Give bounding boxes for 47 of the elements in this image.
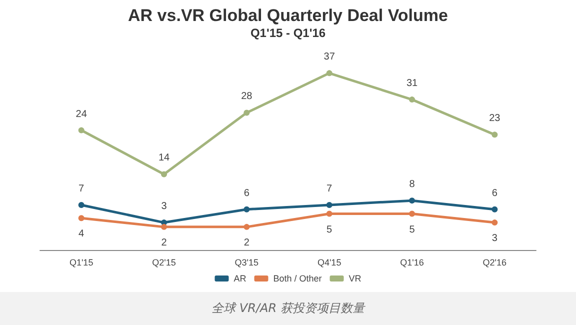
point [326,70,332,76]
data-label: 4 [78,228,85,240]
point [492,206,498,212]
x-tick-label: Q3'15 [234,258,259,268]
legend-label: AR [234,274,247,284]
data-label: 31 [406,78,418,90]
point [244,110,250,116]
data-label: 7 [326,183,333,194]
data-label: 6 [492,188,498,199]
point [78,215,84,222]
data-label: 2 [244,237,250,248]
text: 全球 VR/AR 获投资项目数量 [0,292,576,325]
point [161,171,167,178]
point [326,202,332,208]
point [409,210,415,217]
point [326,210,332,217]
data-label: 24 [76,108,88,120]
point [161,224,167,230]
data-label: 23 [489,113,501,124]
chart-title: AR vs.VR Global Quarterly Deal Volume [128,6,448,25]
legend-label: VR [348,274,362,284]
x-tick-label: Q4'15 [317,258,342,268]
data-label: 3 [161,201,168,212]
legend-label: Both / Other [273,274,322,284]
x-tick-label: Q2'16 [482,258,507,268]
x-tick-label: Q1'15 [69,258,94,268]
data-label: 5 [326,224,333,236]
data-label: 14 [158,152,170,164]
point [492,220,498,226]
x-tick-label: Q2'15 [152,258,176,268]
point [409,198,415,204]
data-label: 8 [409,179,416,190]
data-label: 5 [409,224,416,236]
point [78,202,84,208]
data-label: 28 [241,91,253,102]
data-label: 3 [492,233,498,244]
point [78,127,84,134]
point [244,206,250,212]
x-tick-label: Q1'16 [400,258,424,268]
data-label: 2 [161,237,168,248]
data-label: 6 [244,188,250,199]
data-label: 37 [324,52,336,63]
point [492,132,498,138]
point [409,96,415,103]
chart-subtitle: Q1'15 - Q1'16 [250,26,326,40]
point [244,224,250,230]
data-label: 7 [78,183,85,194]
